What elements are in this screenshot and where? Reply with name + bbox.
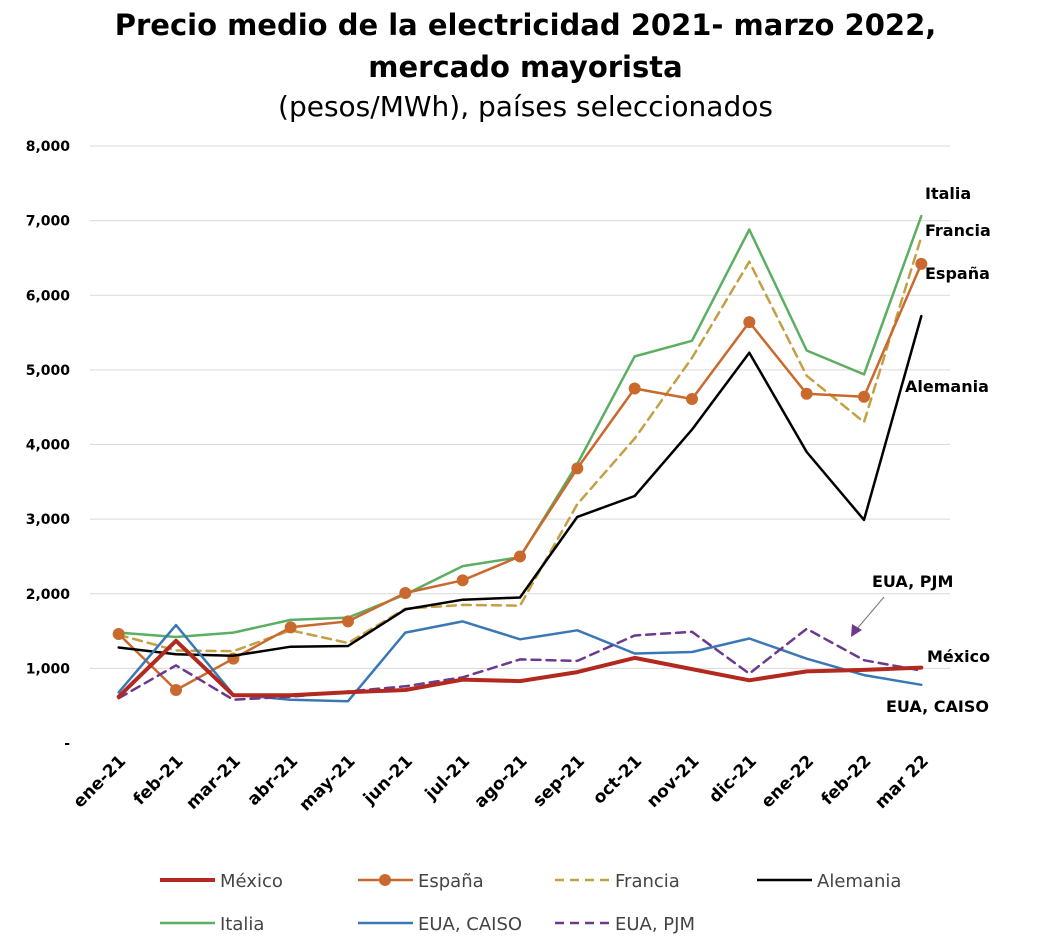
- series-point: [628, 382, 641, 395]
- x-tick-label: sep-21: [529, 751, 589, 811]
- legend-label: Alemania: [817, 871, 901, 892]
- series-point: [743, 316, 756, 329]
- series-line-3: [117, 314, 923, 657]
- y-tick-label: 6,000: [26, 288, 71, 304]
- y-tick-label: 3,000: [26, 512, 71, 528]
- series-point: [342, 615, 354, 628]
- pjm-arrow-head: [851, 624, 862, 637]
- x-tick-label: jun-21: [359, 751, 417, 809]
- y-tick-label: -: [64, 736, 70, 752]
- chart-title-line2: mercado mayorista: [368, 50, 683, 84]
- series-point: [112, 628, 125, 641]
- series-point: [514, 550, 526, 563]
- x-tick-label: may-21: [296, 751, 360, 815]
- series-lines: [112, 214, 928, 703]
- legend-label: España: [418, 871, 484, 892]
- x-tick-label: feb-22: [818, 751, 876, 809]
- y-tick-label: 2,000: [26, 587, 71, 603]
- series-point: [800, 387, 813, 400]
- series-line-0: [116, 638, 924, 699]
- x-tick-label: feb-21: [130, 751, 188, 809]
- series-point: [284, 621, 297, 634]
- chart-title: Precio medio de la electricidad 2021- ma…: [114, 8, 937, 42]
- legend: México España Francia Alemania Italia EUA, CA…: [160, 871, 901, 935]
- legend-label: EUA, PJM: [615, 914, 695, 935]
- series-line-1: [117, 262, 923, 692]
- end-label: Italia: [925, 184, 971, 203]
- x-tick-label: mar-21: [182, 751, 244, 813]
- x-tick-label: nov-21: [643, 751, 704, 812]
- x-tick-label: ene-22: [757, 751, 818, 812]
- legend-label: EUA, CAISO: [418, 914, 522, 935]
- end-label: México: [927, 647, 990, 666]
- x-tick-label: oct-21: [589, 751, 646, 808]
- series-point: [686, 392, 698, 405]
- y-tick-label: 4,000: [26, 438, 71, 454]
- x-tick-label: ene-21: [69, 751, 130, 812]
- series-line-6: [117, 627, 923, 701]
- y-axis-ticks: - 1,000 2,000 3,000 4,000 5,000 6,000 7,000 8,00…: [26, 139, 71, 752]
- y-tick-label: 8,000: [26, 139, 71, 155]
- end-label: EUA, PJM: [872, 572, 953, 591]
- series-point: [571, 462, 584, 475]
- end-label: Alemania: [905, 377, 989, 396]
- series-point: [456, 574, 469, 587]
- series-point: [858, 390, 870, 403]
- x-tick-label: mar 22: [871, 751, 933, 813]
- series-point: [399, 587, 412, 600]
- y-tick-label: 7,000: [26, 214, 71, 230]
- series-point: [915, 257, 928, 270]
- y-tick-label: 5,000: [26, 363, 71, 379]
- legend-label: Francia: [615, 871, 680, 892]
- chart-subtitle: (pesos/MWh), países seleccionados: [278, 90, 773, 123]
- legend-marker: [379, 874, 391, 886]
- legend-label: Italia: [220, 914, 264, 935]
- end-label: EUA, CAISO: [886, 697, 989, 716]
- x-tick-label: dic-21: [705, 751, 761, 807]
- x-tick-label: jul-21: [421, 751, 474, 804]
- series-line-2: [117, 235, 923, 653]
- series-point: [170, 684, 182, 697]
- end-label: España: [925, 264, 990, 283]
- grid-lines: [90, 145, 950, 669]
- series-line-4: [117, 214, 923, 639]
- legend-label: México: [220, 871, 283, 892]
- end-labels: Italia Francia España Alemania EUA, PJM Méxic…: [851, 184, 991, 716]
- pjm-arrow-line: [855, 596, 885, 631]
- y-tick-label: 1,000: [26, 661, 71, 677]
- x-tick-label: ago-21: [471, 751, 532, 812]
- end-label: Francia: [925, 221, 991, 240]
- x-tick-label: abr-21: [244, 751, 303, 810]
